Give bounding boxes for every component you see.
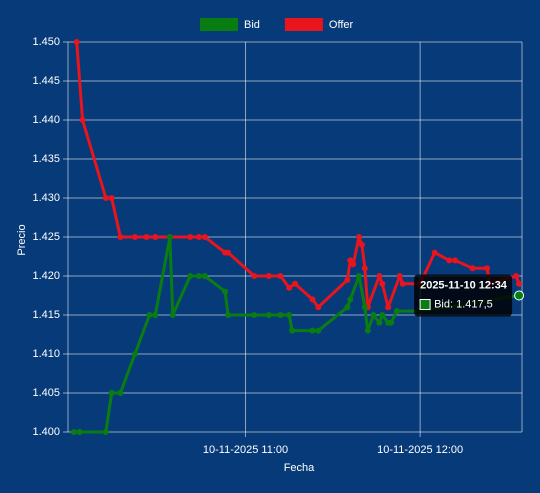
y-tick-label: 1.420 (32, 270, 60, 282)
point (446, 257, 453, 264)
point (143, 234, 150, 240)
point (277, 273, 284, 279)
point (286, 312, 293, 318)
point (356, 234, 363, 240)
point (146, 312, 153, 318)
x-tick-label: 10-11-2025 11:00 (203, 444, 288, 456)
point (201, 234, 208, 240)
tooltip: 2025-11-10 12:34 Bid: 1.417,5 (414, 274, 525, 317)
point (73, 39, 80, 45)
y-tick-label: 1.410 (32, 348, 60, 360)
plot (70, 39, 523, 435)
point (251, 312, 258, 318)
point (347, 296, 354, 303)
point (315, 304, 322, 311)
point (166, 234, 173, 240)
x-tick-label: 10-11-2025 12:00 (377, 444, 463, 456)
point (452, 257, 459, 264)
point (102, 195, 109, 201)
point (286, 284, 293, 291)
point (187, 273, 194, 279)
point (376, 319, 383, 326)
x-axis-title: Fecha (284, 462, 315, 474)
point (102, 429, 109, 435)
point (195, 273, 202, 279)
point (396, 273, 403, 279)
point (356, 273, 363, 279)
y-tick-label: 1.440 (32, 114, 60, 126)
point (484, 265, 491, 272)
legend: Bid Offer (200, 18, 353, 31)
y-tick-label: 1.430 (32, 192, 60, 204)
point (361, 265, 368, 272)
point (431, 249, 438, 256)
point (469, 265, 476, 272)
y-tick-label: 1.445 (32, 75, 60, 87)
tooltip-label: Bid: 1.417,5 (434, 298, 493, 310)
point (117, 234, 124, 240)
point (513, 273, 520, 279)
point (117, 390, 124, 396)
point (516, 280, 523, 287)
y-tick-label: 1.400 (32, 426, 60, 438)
point (309, 327, 316, 334)
point (70, 429, 77, 435)
tooltip-title: 2025-11-10 12:34 (420, 279, 508, 291)
point (225, 312, 232, 318)
point (364, 327, 371, 334)
point (251, 273, 258, 279)
point (358, 241, 365, 248)
point (393, 308, 400, 315)
legend-swatch (284, 18, 323, 31)
point (79, 117, 86, 123)
point (222, 288, 229, 295)
point (265, 312, 272, 318)
point (379, 312, 386, 318)
point (187, 234, 194, 240)
series (70, 234, 523, 435)
point (76, 429, 83, 435)
hover-point (514, 290, 525, 301)
legend-label: Bid (244, 19, 260, 31)
point (379, 280, 386, 287)
point (350, 261, 357, 268)
point (385, 304, 392, 311)
point (370, 312, 377, 318)
point (169, 312, 176, 318)
point (201, 273, 208, 279)
point (108, 390, 115, 396)
y-tick-label: 1.405 (32, 387, 60, 399)
tooltip-swatch (419, 299, 431, 310)
legend-label: Offer (329, 19, 354, 31)
y-tick-label: 1.425 (32, 231, 60, 243)
point (376, 273, 383, 279)
point (195, 234, 202, 240)
y-tick-label: 1.415 (32, 309, 60, 321)
point (225, 249, 232, 256)
point (344, 304, 351, 311)
point (289, 327, 296, 334)
point (309, 296, 316, 303)
point (292, 280, 298, 287)
point (131, 351, 138, 357)
point (399, 280, 406, 287)
point (265, 273, 272, 279)
tooltip-box (414, 274, 513, 317)
point (315, 327, 322, 334)
legend-swatch (200, 18, 238, 31)
point (131, 234, 138, 240)
y-axis-title: Precio (16, 224, 28, 255)
point (108, 195, 115, 201)
point (152, 312, 159, 318)
point (344, 276, 351, 283)
y-tick-label: 1.435 (32, 153, 60, 165)
y-tick-label: 1.450 (32, 36, 60, 48)
point (152, 234, 159, 240)
point (361, 304, 368, 311)
point (277, 312, 284, 318)
point (388, 319, 395, 326)
